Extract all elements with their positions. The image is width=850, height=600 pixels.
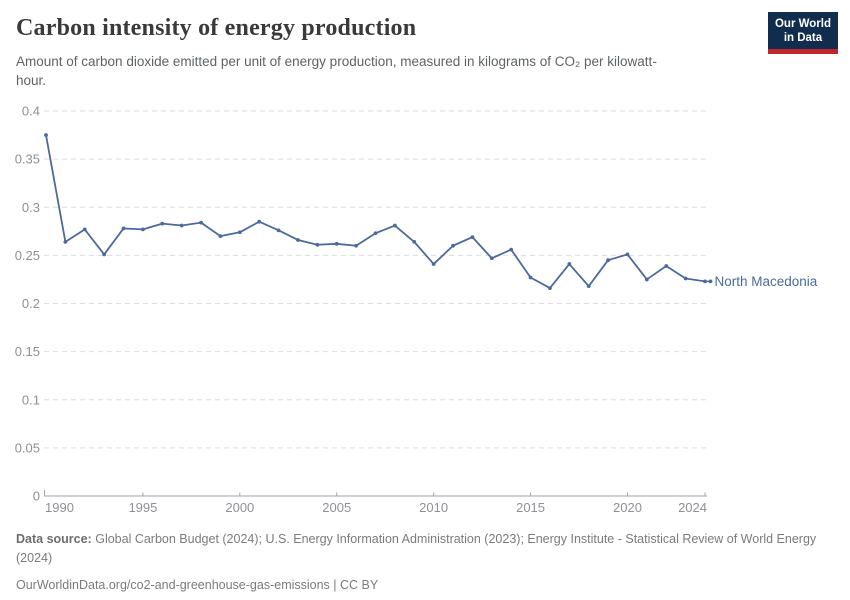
entity-label: North Macedonia: [715, 274, 818, 289]
y-axis-tick-label: 0.4: [22, 104, 40, 119]
data-point-marker: [644, 277, 649, 282]
data-point-marker: [625, 252, 630, 257]
x-axis-tick-label: 2015: [516, 500, 545, 515]
data-point-marker: [412, 240, 417, 244]
data-point-marker: [121, 226, 126, 231]
data-point-marker: [606, 258, 610, 263]
data-point-marker: [276, 228, 281, 233]
data-point-marker: [218, 234, 223, 239]
data-point-marker: [567, 262, 572, 266]
data-point-marker: [431, 262, 436, 266]
data-point-marker: [528, 275, 533, 280]
owid-logo-line2: in Data: [783, 32, 823, 44]
owid-logo-line1: Our World: [774, 18, 831, 30]
y-axis-tick-label: 0.35: [15, 152, 40, 167]
y-axis-tick-label: 0.25: [15, 248, 40, 263]
owid-logo: Our World in Data: [767, 12, 838, 54]
data-point-marker: [470, 235, 475, 239]
data-point-marker: [509, 247, 514, 252]
x-axis-tick-label: 1990: [45, 500, 74, 515]
chart-footer: Data source: Global Carbon Budget (2024)…: [16, 530, 832, 595]
chart-title: Carbon intensity of energy production: [16, 15, 417, 41]
data-point-marker: [548, 286, 552, 290]
data-point-marker: [586, 284, 591, 289]
data-point-marker: [354, 243, 359, 248]
x-axis-tick-label: 2010: [419, 500, 448, 515]
data-point-marker: [315, 242, 320, 247]
data-source-text: Global Carbon Budget (2024); U.S. Energy…: [16, 532, 817, 565]
x-axis-tick-label: 2005: [322, 500, 351, 515]
series-line: [45, 134, 706, 290]
data-point-marker: [199, 220, 203, 225]
y-axis-tick-label: 0.1: [22, 392, 40, 407]
data-point-marker: [296, 238, 300, 242]
data-point-marker: [257, 219, 262, 224]
entity-label-dot: [708, 279, 713, 284]
data-point-marker: [451, 243, 455, 248]
data-point-marker: [82, 227, 87, 232]
data-point-marker: [683, 276, 688, 281]
data-point-marker: [664, 264, 669, 268]
data-source-line: Data source: Global Carbon Budget (2024)…: [16, 530, 832, 568]
y-axis-tick-label: 0.3: [22, 200, 40, 215]
data-point-marker: [141, 227, 145, 232]
data-point-marker: [334, 241, 339, 246]
y-axis-tick-label: 0.15: [15, 344, 40, 359]
y-axis-tick-label: 0.2: [22, 296, 40, 311]
data-point-marker: [703, 279, 707, 284]
data-source-label: Data source:: [16, 532, 92, 546]
x-axis-tick-label: 2024: [678, 500, 707, 515]
data-point-marker: [160, 221, 165, 226]
data-point-marker: [179, 223, 184, 228]
data-point-marker: [392, 223, 397, 228]
y-axis-tick-label: 0: [33, 489, 40, 504]
license-line: OurWorldinData.org/co2-and-greenhouse-ga…: [16, 578, 379, 592]
data-point-marker: [237, 230, 242, 235]
data-point-marker: [102, 252, 107, 257]
x-axis-tick-label: 1995: [128, 500, 157, 515]
data-point-marker: [489, 256, 494, 261]
data-point-marker: [63, 240, 68, 244]
data-point-marker: [44, 133, 48, 137]
x-axis-tick-label: 2020: [613, 500, 642, 515]
x-axis-tick-label: 2000: [225, 500, 254, 515]
data-point-marker: [373, 231, 378, 236]
y-axis-tick-label: 0.05: [15, 440, 40, 455]
chart-subtitle: Amount of carbon dioxide emitted per uni…: [16, 54, 657, 88]
